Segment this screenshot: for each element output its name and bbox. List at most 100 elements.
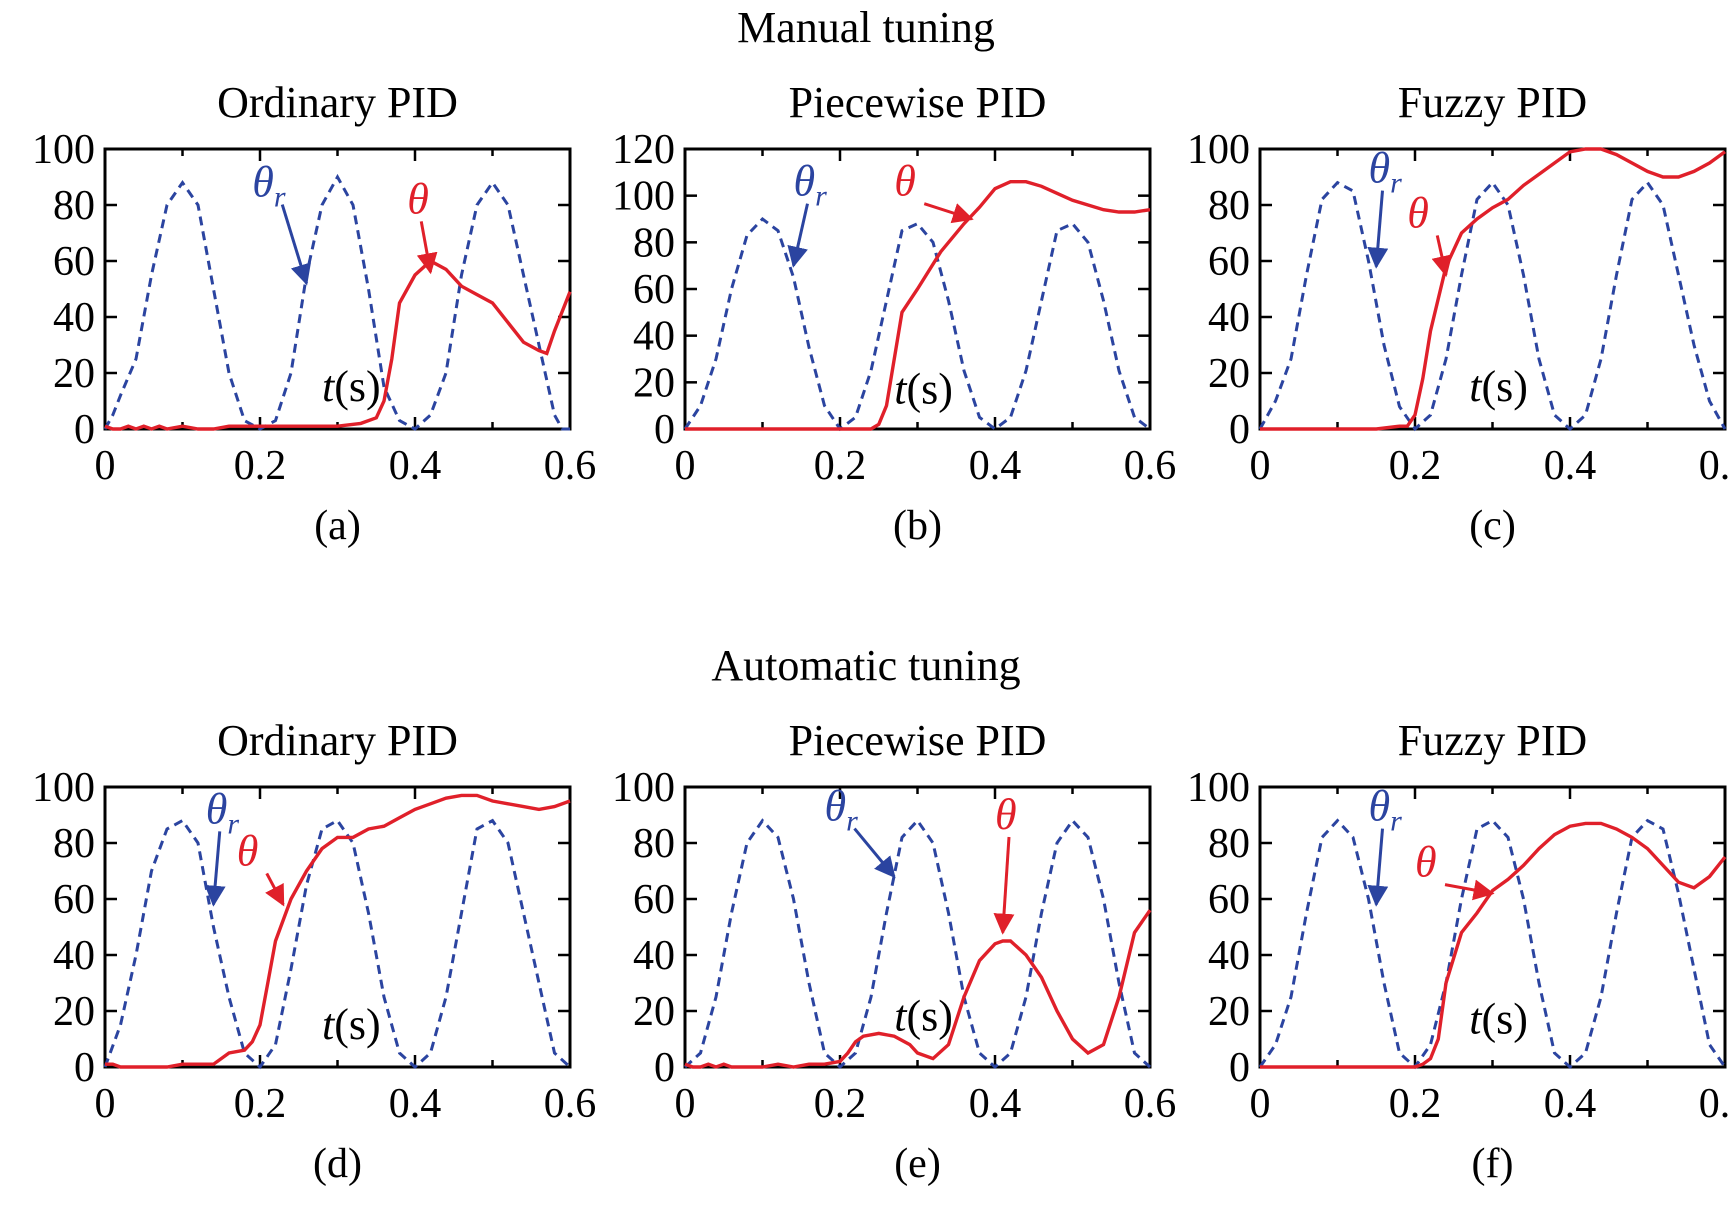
y-tick-label: 40: [53, 295, 95, 341]
time-axis-label: t(s): [894, 364, 953, 413]
x-tick-label: 0: [95, 443, 116, 489]
reference-arrow: [787, 203, 809, 268]
y-tick-label: 40: [633, 933, 675, 979]
output-angle-label: θ: [237, 826, 259, 875]
reference-arrow: [280, 204, 311, 286]
y-tick-label: 40: [53, 933, 95, 979]
time-axis-label: t(s): [322, 362, 381, 411]
x-tick-label: 0.2: [234, 1081, 287, 1127]
y-tick-label: 60: [1208, 877, 1250, 923]
output-angle-series: [684, 909, 1152, 1069]
output-angle-label: θ: [1415, 838, 1437, 887]
output-arrow: [1431, 235, 1453, 278]
reference-angle-label: θr: [252, 158, 286, 214]
x-tick-label: 0: [1250, 443, 1271, 489]
x-tick-label: 0.6: [1699, 1081, 1732, 1127]
reference-angle-series: [103, 173, 570, 431]
y-tick-label: 80: [1208, 183, 1250, 229]
y-tick-label: 0: [1229, 1045, 1250, 1091]
time-axis-label: t(s): [322, 1000, 381, 1049]
reference-angle-label: θr: [1369, 782, 1403, 838]
y-tick-label: 80: [53, 821, 95, 867]
x-tick-label: 0.4: [389, 443, 442, 489]
y-tick-label: 60: [53, 239, 95, 285]
panel-label: (f): [1472, 1141, 1514, 1187]
output-angle-label: θ: [407, 174, 429, 223]
reference-arrow: [1367, 828, 1389, 907]
row-title-manual: Manual tuning: [737, 3, 995, 52]
x-tick-label: 0.4: [389, 1081, 442, 1127]
y-tick-label: 100: [1187, 765, 1250, 811]
x-tick-label: 0.2: [814, 443, 867, 489]
output-arrow: [993, 836, 1015, 935]
reference-angle-series: [103, 818, 572, 1070]
time-axis-label: t(s): [894, 992, 953, 1041]
y-tick-label: 40: [1208, 295, 1250, 341]
y-tick-label: 60: [633, 877, 675, 923]
y-tick-label: 20: [1208, 351, 1250, 397]
output-angle-series: [1260, 147, 1726, 431]
x-tick-label: 0.4: [969, 443, 1022, 489]
y-tick-label: 20: [633, 989, 675, 1035]
y-tick-label: 80: [1208, 821, 1250, 867]
y-tick-label: 80: [53, 183, 95, 229]
output-arrow: [265, 872, 285, 907]
y-tick-label: 60: [1208, 239, 1250, 285]
output-angle-label: θ: [1407, 188, 1429, 237]
y-tick-label: 40: [633, 314, 675, 360]
y-tick-label: 0: [1229, 407, 1250, 453]
y-tick-label: 100: [612, 174, 675, 220]
panel-title: Ordinary PID: [217, 716, 458, 765]
x-tick-label: 0: [95, 1081, 116, 1127]
y-tick-label: 100: [32, 765, 95, 811]
output-arrow: [923, 202, 974, 224]
row-title-automatic: Automatic tuning: [711, 641, 1020, 690]
panel-label: (c): [1469, 503, 1516, 549]
panel-title: Fuzzy PID: [1398, 78, 1587, 127]
y-tick-label: 60: [633, 267, 675, 313]
reference-angle-series: [683, 216, 1151, 432]
output-arrow: [1444, 879, 1495, 901]
reference-angle-label: θr: [794, 157, 828, 213]
time-axis-label: t(s): [1469, 994, 1528, 1043]
x-tick-label: 0: [675, 443, 696, 489]
y-tick-label: 0: [654, 1045, 675, 1091]
panel-label: (d): [313, 1141, 362, 1187]
panel-c: Fuzzy PID02040608010000.20.40.6θrθt(s)(c…: [1187, 78, 1732, 549]
time-axis-label: t(s): [1469, 362, 1528, 411]
reference-angle-series: [1258, 818, 1727, 1070]
y-tick-label: 20: [1208, 989, 1250, 1035]
y-tick-label: 0: [654, 407, 675, 453]
x-tick-label: 0.4: [1544, 1081, 1597, 1127]
output-angle-series: [104, 258, 572, 431]
panel-label: (a): [314, 503, 361, 549]
x-tick-label: 0.2: [234, 443, 287, 489]
y-tick-label: 0: [74, 1045, 95, 1091]
panel-title: Ordinary PID: [217, 78, 458, 127]
y-tick-label: 80: [633, 220, 675, 266]
output-arrow: [416, 221, 438, 275]
x-tick-label: 0.6: [1124, 1081, 1177, 1127]
reference-angle-label: θr: [1369, 144, 1403, 200]
reference-arrow: [853, 827, 896, 879]
reference-arrow: [1367, 190, 1389, 269]
panel-title: Piecewise PID: [789, 78, 1047, 127]
panel-f: Fuzzy PID02040608010000.20.40.6θrθt(s)(f…: [1187, 716, 1732, 1187]
x-tick-label: 0.2: [1389, 1081, 1442, 1127]
y-tick-label: 20: [53, 989, 95, 1035]
output-angle-series: [1260, 821, 1727, 1069]
panel-title: Piecewise PID: [789, 716, 1047, 765]
reference-angle-label: θr: [206, 784, 240, 840]
x-tick-label: 0.2: [1389, 443, 1442, 489]
x-tick-label: 0: [675, 1081, 696, 1127]
panel-label: (e): [894, 1141, 941, 1187]
y-tick-label: 0: [74, 407, 95, 453]
x-tick-label: 0.6: [544, 1081, 597, 1127]
x-tick-label: 0.6: [1124, 443, 1177, 489]
